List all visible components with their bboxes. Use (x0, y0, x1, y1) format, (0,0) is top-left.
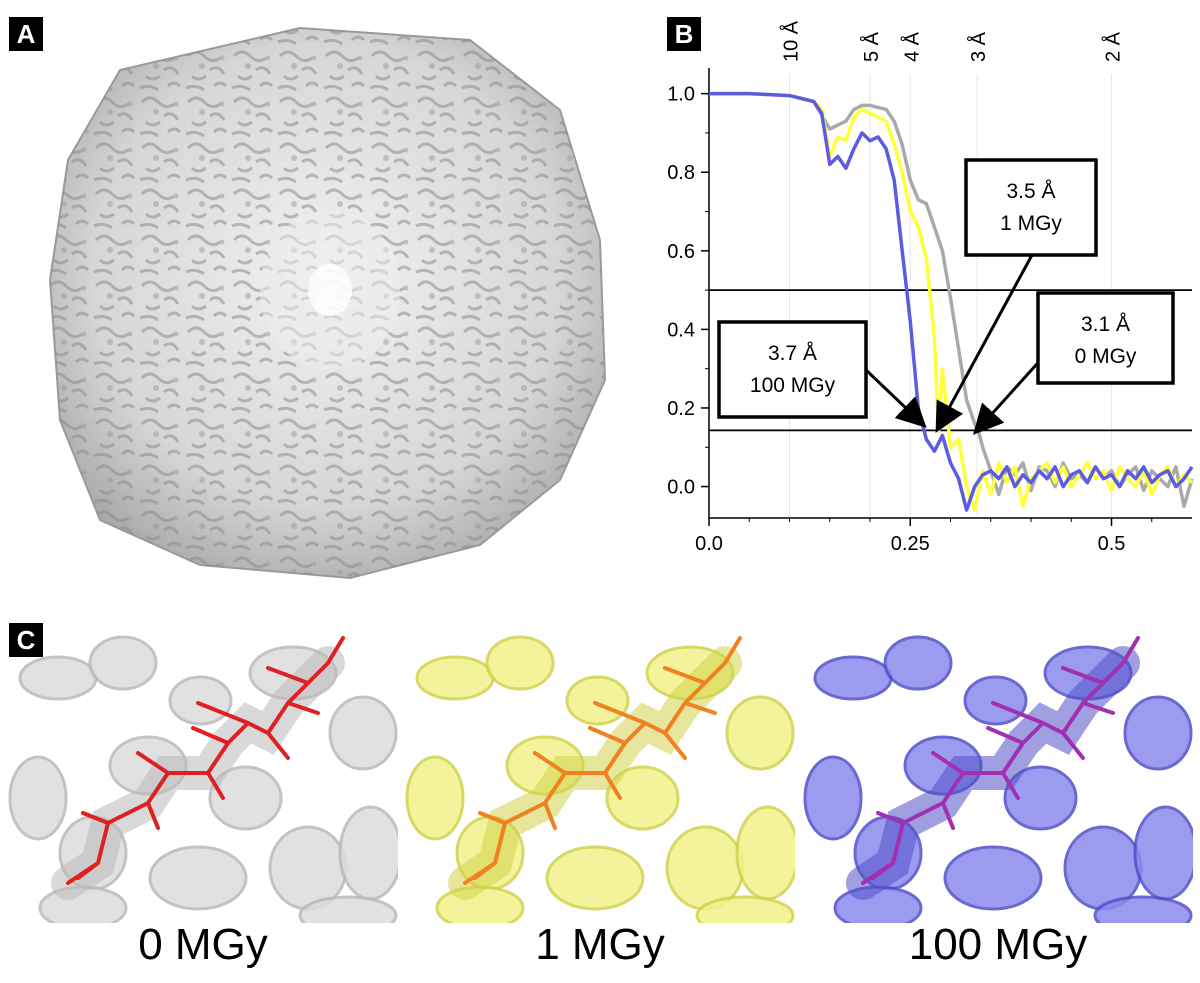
density-blob (813, 655, 893, 701)
grid-layer (789, 74, 1112, 518)
density-blob (328, 695, 398, 771)
atomic-model (463, 636, 742, 885)
panel-b-label: B (667, 17, 701, 51)
callout-text: 3.7 Å (768, 342, 817, 365)
callout-arrow (973, 353, 1047, 435)
callout-text: 3.5 Å (1006, 180, 1055, 203)
callout-box (964, 158, 1098, 257)
density-blob (405, 755, 465, 841)
density-blob (943, 845, 1043, 911)
panel-a-label: A (9, 17, 43, 51)
panel-b: B 10 Å 5 Å 4 Å 3 Å 2 Å 0.0 0.2 0.4 0.6 0.8 1.0 0.0 0… (640, 0, 1200, 600)
density-blob (735, 805, 795, 901)
density-blob (1123, 695, 1193, 771)
callout-text: 1 MGy (1000, 212, 1062, 235)
annotation-layer: 3.5 Å 1 MGy 3.1 Å 0 MGy 3.7 Å 100 MGy (717, 158, 1175, 435)
dose-label-100mgy: 100 MGy (908, 920, 1088, 969)
dose-label-0mgy: 0 MGy (138, 920, 268, 969)
density-blob (1003, 765, 1078, 831)
callout-arrow (864, 368, 927, 428)
density-blob (963, 675, 1028, 726)
atomic-model (861, 636, 1140, 885)
callout-text: 0 MGy (1075, 345, 1137, 368)
density-blob (1133, 805, 1193, 901)
density-blob (1093, 895, 1193, 923)
density-closeup-100mgy (803, 623, 1193, 923)
fsc-chart: 10 Å 5 Å 4 Å 3 Å 2 Å 0.0 0.2 0.4 0.6 0.8 1.0 0.0 0.2… (667, 20, 1194, 555)
y-tick-label: 0.2 (667, 398, 695, 420)
top-axis-label: 10 Å (780, 20, 803, 62)
density-blob (148, 845, 248, 911)
x-tick-label: 0.5 (1098, 533, 1126, 555)
top-axis-label: 4 Å (900, 31, 923, 62)
density-closeup-1mgy (405, 623, 795, 923)
density-blob (88, 635, 158, 691)
top-axis-label: 2 Å (1102, 31, 1125, 62)
density-blob (415, 655, 495, 701)
panel-a: A (0, 0, 640, 600)
density-blob (803, 755, 863, 841)
atomic-model (66, 636, 345, 885)
x-tick-label: 0.25 (891, 533, 930, 555)
y-tick-label: 0.8 (667, 162, 695, 184)
callout-text: 100 MGy (750, 374, 836, 397)
density-blob (338, 805, 398, 901)
density-blob (725, 695, 795, 771)
panel-c-label: C (9, 623, 43, 657)
y-tick-label: 1.0 (667, 84, 695, 106)
density-map-image (48, 26, 607, 580)
density-closeup-0mgy (8, 623, 398, 923)
callout-arrow (935, 254, 1034, 433)
fsc-curve-yellow (709, 91, 1194, 512)
density-blob (485, 635, 555, 691)
dose-label-1mgy: 1 MGy (535, 920, 665, 969)
callout-box (1036, 291, 1175, 385)
density-blob (8, 755, 68, 841)
density-blob (545, 845, 645, 911)
density-blob (883, 635, 953, 691)
fsc-curve-blue (709, 91, 1194, 512)
top-axis-label: 5 Å (860, 31, 883, 62)
series-layer (709, 91, 1194, 512)
y-tick-label: 0.6 (667, 241, 695, 263)
density-blob (605, 765, 680, 831)
callout-box (717, 320, 868, 419)
y-tick-label: 0.0 (667, 477, 695, 499)
density-blob (168, 675, 233, 726)
density-blob (695, 895, 795, 923)
density-blob (208, 765, 283, 831)
y-tick-label: 0.4 (667, 319, 695, 341)
callout-text: 3.1 Å (1081, 313, 1130, 336)
axes-layer: 10 Å 5 Å 4 Å 3 Å 2 Å 0.0 0.2 0.4 0.6 0.8 1.0 0.0 0.2… (667, 20, 1192, 555)
x-tick-label: 0.0 (695, 533, 723, 555)
density-blob (565, 675, 630, 726)
density-blob (18, 655, 98, 701)
top-axis-label: 3 Å (967, 31, 990, 62)
density-blob (298, 895, 398, 923)
